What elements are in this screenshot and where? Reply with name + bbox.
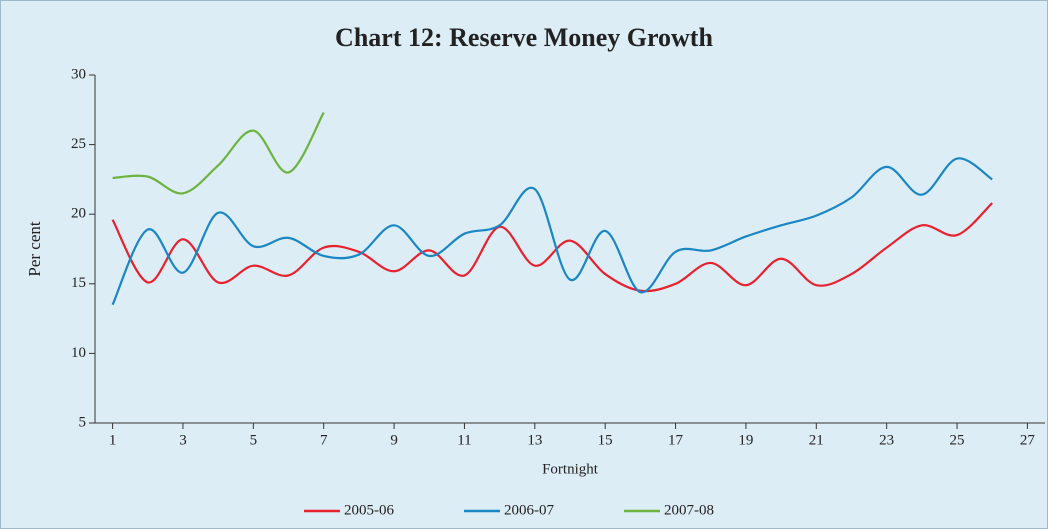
x-tick-label: 21 [809, 432, 824, 448]
x-tick-label: 5 [250, 432, 258, 448]
x-tick-label: 9 [390, 432, 398, 448]
y-axis-label: Per cent [25, 221, 44, 277]
legend-label: 2007-08 [664, 502, 714, 518]
x-tick-label: 25 [950, 432, 965, 448]
y-tick-label: 15 [71, 275, 86, 291]
line-series [112, 112, 325, 195]
x-tick-label: 17 [668, 432, 684, 448]
legend-label: 2006-07 [504, 502, 554, 518]
x-tick-label: 19 [738, 432, 753, 448]
x-tick-label: 1 [109, 432, 117, 448]
x-tick-label: 11 [457, 432, 471, 448]
y-tick-label: 25 [71, 136, 86, 152]
x-axis-label: Fortnight [542, 461, 599, 477]
x-tick-label: 3 [179, 432, 187, 448]
y-tick-label: 10 [71, 345, 86, 361]
y-tick-label: 5 [79, 414, 87, 430]
line-series [111, 157, 993, 306]
x-tick-label: 23 [879, 432, 894, 448]
y-tick-label: 20 [71, 206, 86, 222]
x-tick-label: 15 [598, 432, 613, 448]
y-tick-label: 30 [71, 66, 86, 82]
x-tick-label: 27 [1020, 432, 1036, 448]
x-tick-label: 7 [320, 432, 328, 448]
x-tick-label: 13 [527, 432, 542, 448]
legend-label: 2005-06 [344, 502, 394, 518]
chart-title: Chart 12: Reserve Money Growth [335, 23, 713, 52]
line-series [111, 202, 993, 293]
